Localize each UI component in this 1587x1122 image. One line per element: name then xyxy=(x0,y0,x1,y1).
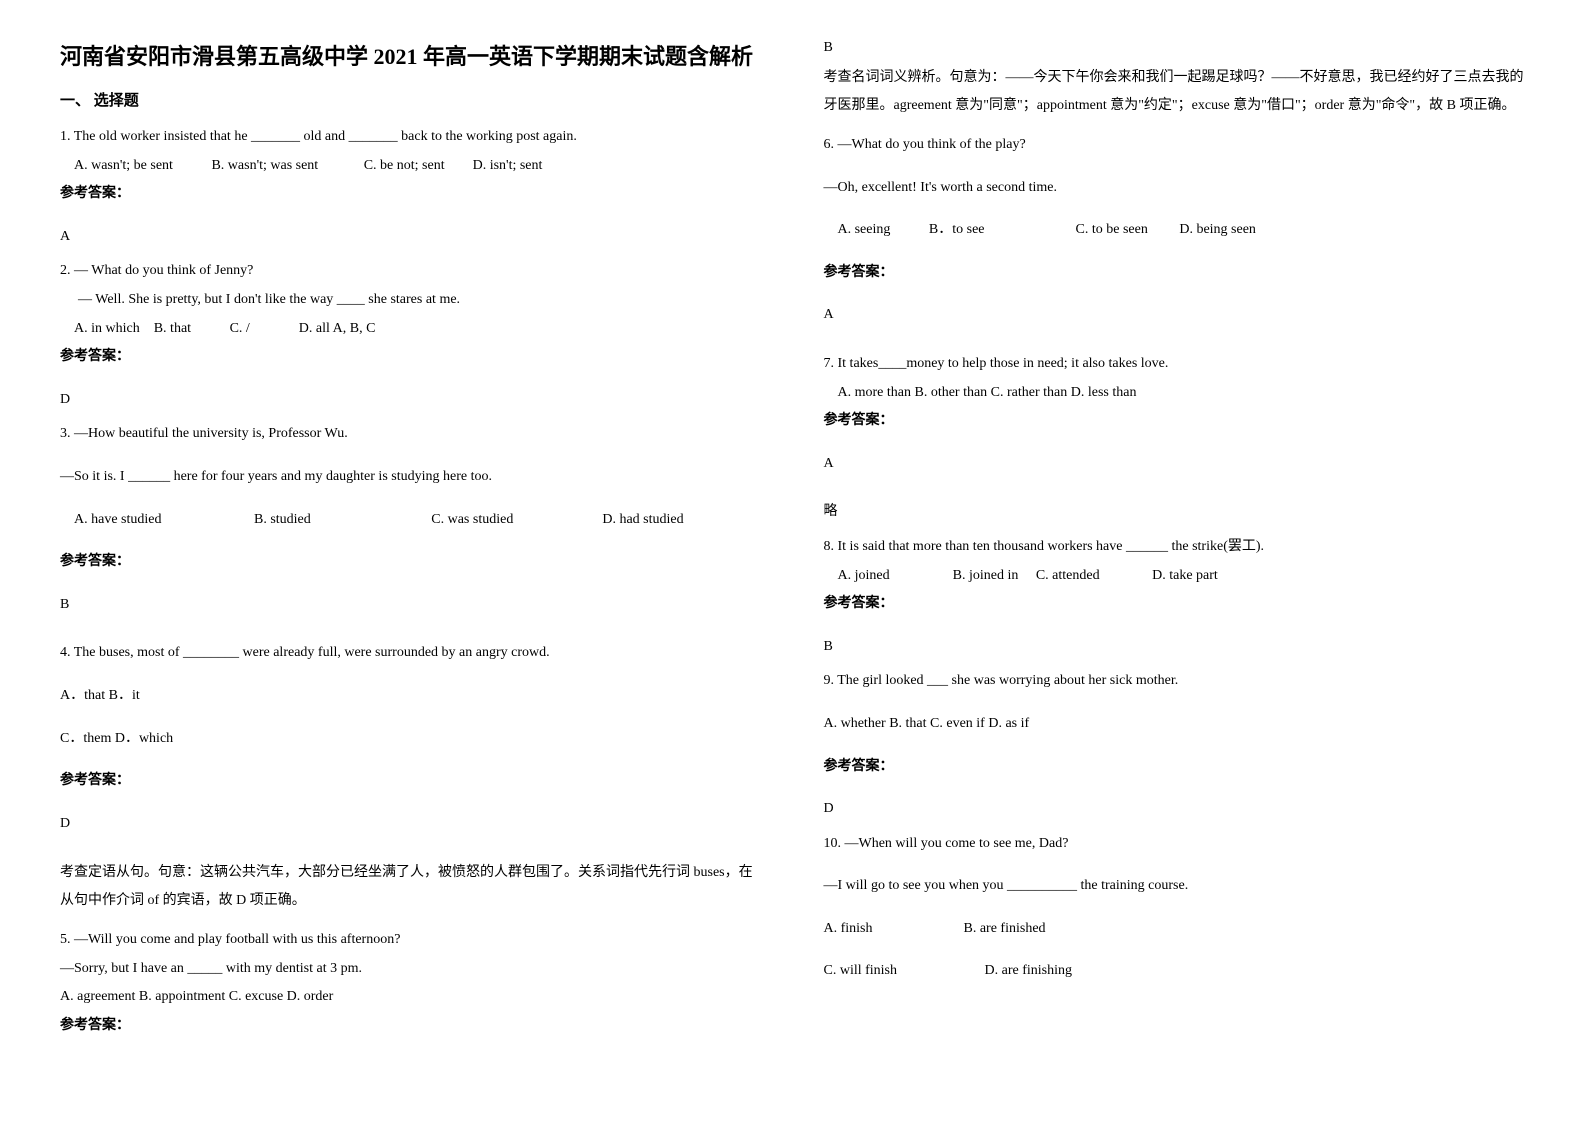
option-b: B. joined in xyxy=(953,568,1019,583)
question-text: —So it is. I ______ here for four years … xyxy=(60,464,764,491)
question-text: 4. The buses, most of ________ were alre… xyxy=(60,640,764,667)
question-3: 3. —How beautiful the university is, Pro… xyxy=(60,421,764,618)
option-b: B. wasn't; was sent xyxy=(211,158,318,173)
q5-explanation: 考查名词词义辨析。句意为：——今天下午你会来和我们一起踢足球吗？——不好意思，我… xyxy=(824,64,1528,120)
question-text: —I will go to see you when you _________… xyxy=(824,873,1528,900)
option-a: A. have studied xyxy=(74,512,161,527)
question-5: 5. —Will you come and play football with… xyxy=(60,927,764,1039)
question-text: 5. —Will you come and play football with… xyxy=(60,927,764,954)
option-c: C. / xyxy=(230,321,250,336)
answer: D xyxy=(824,796,1528,823)
question-text: —Oh, excellent! It's worth a second time… xyxy=(824,175,1528,202)
page-container: 河南省安阳市滑县第五高级中学 2021 年高一英语下学期期末试题含解析 一、 选… xyxy=(60,40,1527,1044)
option-c: C. will finish xyxy=(824,963,898,978)
q5-answer: B xyxy=(824,40,1528,56)
question-7: 7. It takes____money to help those in ne… xyxy=(824,351,1528,526)
question-text: —Sorry, but I have an _____ with my dent… xyxy=(60,956,764,983)
option-c: C. be not; sent xyxy=(364,158,445,173)
options-ab: A. finish B. are finished xyxy=(824,916,1528,943)
answer-label: 参考答案： xyxy=(60,1013,764,1040)
question-text: — Well. She is pretty, but I don't like … xyxy=(78,287,764,314)
answer-label: 参考答案： xyxy=(824,260,1528,287)
options-cd: C. will finish D. are finishing xyxy=(824,958,1528,985)
option-a: A. in which xyxy=(74,321,140,336)
options: A. more than B. other than C. rather tha… xyxy=(838,380,1528,407)
option-a: A. wasn't; be sent xyxy=(74,158,173,173)
option-a: A. joined xyxy=(838,568,890,583)
answer: D xyxy=(60,387,764,414)
right-column: B 考查名词词义辨析。句意为：——今天下午你会来和我们一起踢足球吗？——不好意思… xyxy=(824,40,1528,1044)
option-a: A. finish xyxy=(824,921,873,936)
answer-label: 参考答案： xyxy=(60,768,764,795)
answer-label: 参考答案： xyxy=(60,549,764,576)
document-title: 河南省安阳市滑县第五高级中学 2021 年高一英语下学期期末试题含解析 xyxy=(60,40,764,73)
answer-label: 参考答案： xyxy=(60,181,764,208)
answer: B xyxy=(60,592,764,619)
option-a: A. seeing xyxy=(838,222,891,237)
section-header: 一、 选择题 xyxy=(60,89,764,110)
answer: A xyxy=(824,451,1528,478)
question-9: 9. The girl looked ___ she was worrying … xyxy=(824,668,1528,822)
answer-label: 参考答案： xyxy=(824,591,1528,618)
option-b: B. that xyxy=(154,321,191,336)
option-c: C. to be seen xyxy=(1076,222,1148,237)
answer: B xyxy=(824,634,1528,661)
answer: A xyxy=(824,302,1528,329)
question-text: 8. It is said that more than ten thousan… xyxy=(824,534,1528,561)
option-d: D. isn't; sent xyxy=(473,158,543,173)
options: A. in which B. that C. / D. all A, B, C xyxy=(74,316,764,343)
option-b: B. are finished xyxy=(964,921,1046,936)
options: A. have studied B. studied C. was studie… xyxy=(74,507,764,534)
question-text: 6. —What do you think of the play? xyxy=(824,132,1528,159)
question-4: 4. The buses, most of ________ were alre… xyxy=(60,640,764,915)
options-ab: A．that B．it xyxy=(60,683,764,710)
left-column: 河南省安阳市滑县第五高级中学 2021 年高一英语下学期期末试题含解析 一、 选… xyxy=(60,40,764,1044)
options: A. wasn't; be sent B. wasn't; was sent C… xyxy=(74,153,764,180)
option-b: B. studied xyxy=(254,512,311,527)
option-d: D. being seen xyxy=(1179,222,1256,237)
options: A. agreement B. appointment C. excuse D.… xyxy=(60,984,764,1011)
question-2: 2. — What do you think of Jenny? — Well.… xyxy=(60,258,764,413)
option-d: D. had studied xyxy=(602,512,683,527)
question-6: 6. —What do you think of the play? —Oh, … xyxy=(824,132,1528,329)
question-text: 9. The girl looked ___ she was worrying … xyxy=(824,668,1528,695)
answer-label: 参考答案： xyxy=(824,408,1528,435)
options: A. seeing B．to see C. to be seen D. bein… xyxy=(838,217,1528,244)
options-cd: C．them D．which xyxy=(60,726,764,753)
option-c: C. was studied xyxy=(431,512,513,527)
answer-label: 参考答案： xyxy=(60,344,764,371)
note: 略 xyxy=(824,499,1528,526)
explanation: 考查定语从句。句意：这辆公共汽车，大部分已经坐满了人，被愤怒的人群包围了。关系词… xyxy=(60,859,764,915)
option-d: D. take part xyxy=(1152,568,1218,583)
question-text: 3. —How beautiful the university is, Pro… xyxy=(60,421,764,448)
question-text: 2. — What do you think of Jenny? xyxy=(60,258,764,285)
options: A. whether B. that C. even if D. as if xyxy=(824,711,1528,738)
option-d: D. are finishing xyxy=(985,963,1072,978)
option-d: D. all A, B, C xyxy=(299,321,376,336)
question-10: 10. —When will you come to see me, Dad? … xyxy=(824,831,1528,985)
answer: A xyxy=(60,224,764,251)
answer-label: 参考答案： xyxy=(824,754,1528,781)
question-text: 1. The old worker insisted that he _____… xyxy=(60,124,764,151)
question-text: 7. It takes____money to help those in ne… xyxy=(824,351,1528,378)
options: A. joined B. joined in C. attended D. ta… xyxy=(838,563,1528,590)
question-text: 10. —When will you come to see me, Dad? xyxy=(824,831,1528,858)
option-c: C. attended xyxy=(1036,568,1100,583)
question-1: 1. The old worker insisted that he _____… xyxy=(60,124,764,250)
question-8: 8. It is said that more than ten thousan… xyxy=(824,534,1528,660)
option-b: B．to see xyxy=(929,222,985,237)
answer: D xyxy=(60,811,764,838)
